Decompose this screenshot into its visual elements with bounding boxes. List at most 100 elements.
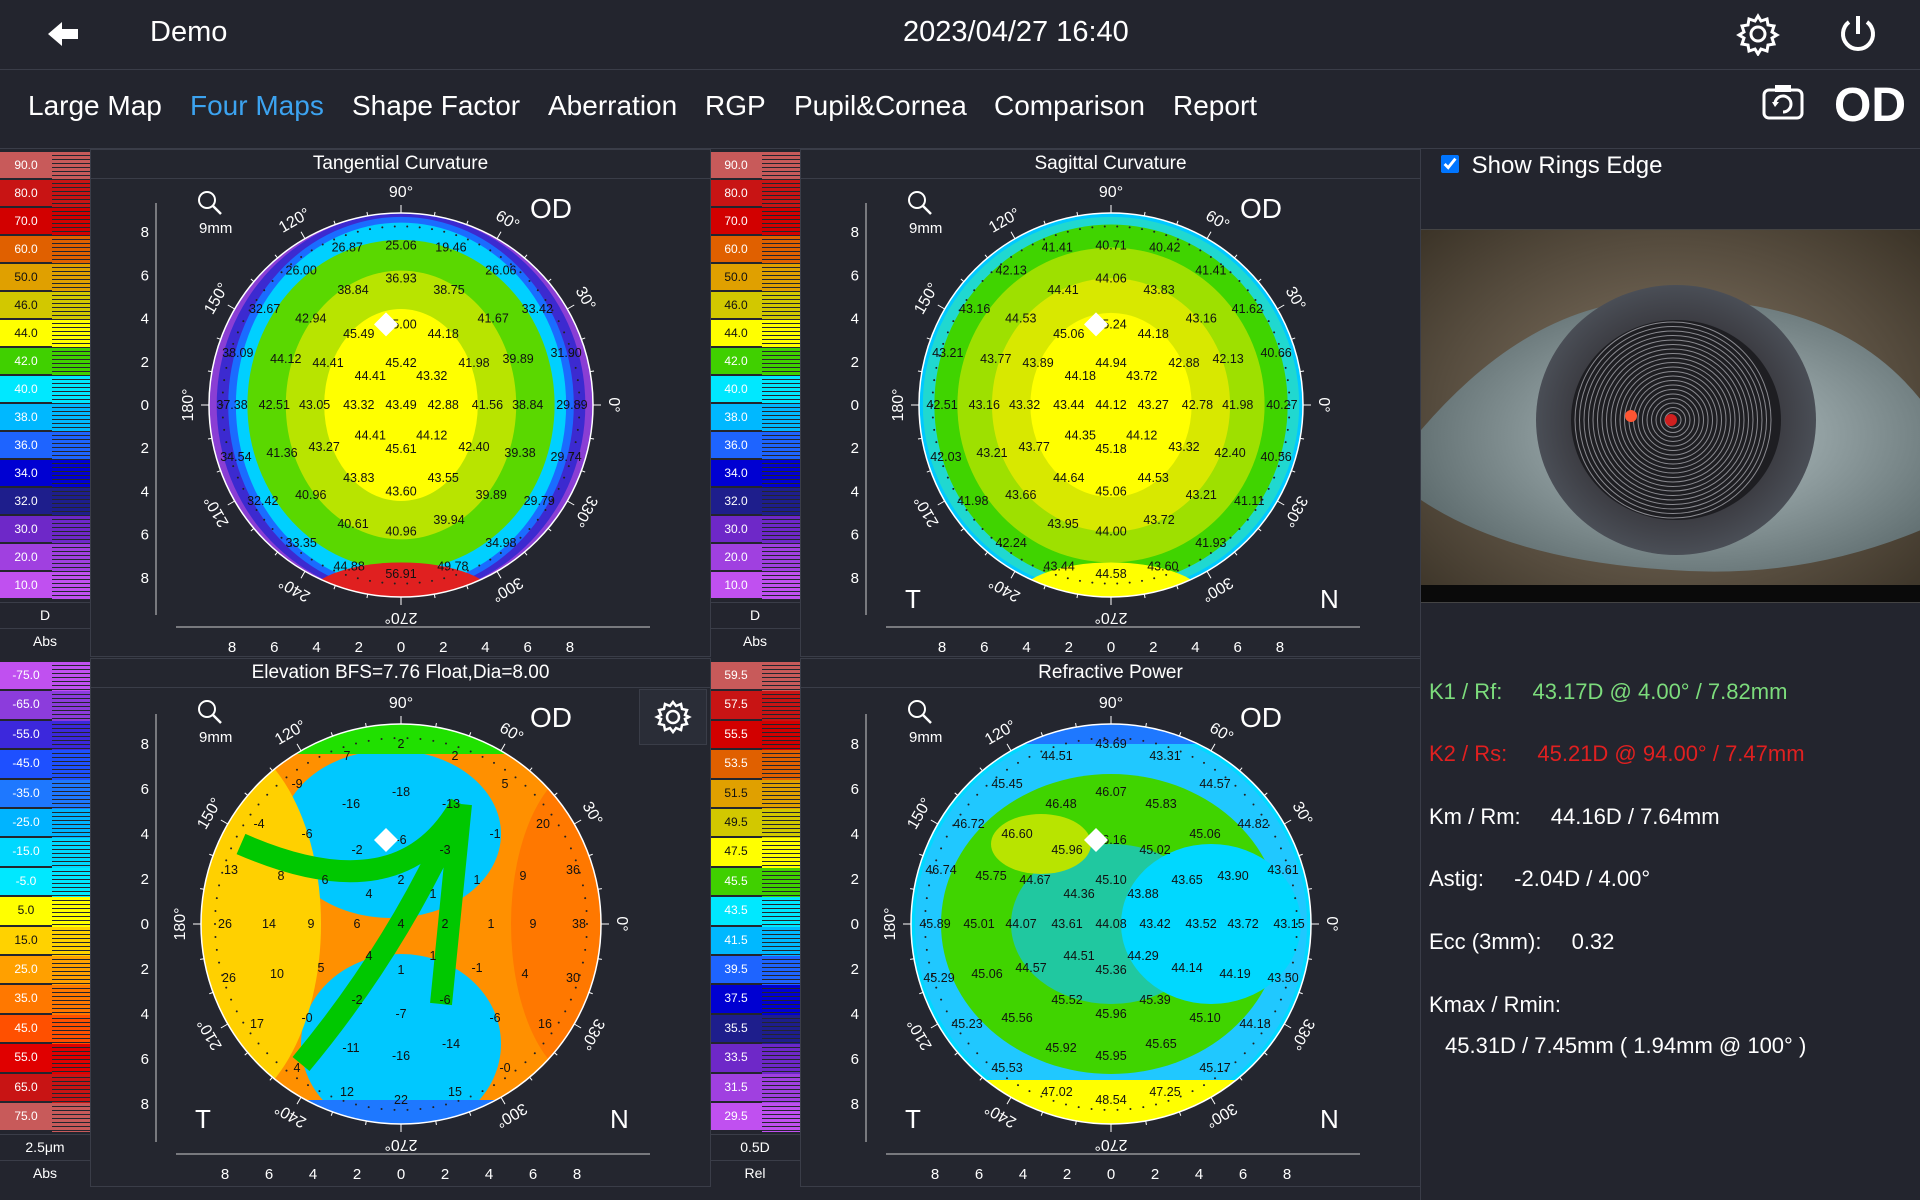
angle-tick bbox=[547, 278, 552, 282]
scale-value: 50.0 bbox=[0, 264, 52, 290]
ring-edge-dot bbox=[1040, 1095, 1043, 1098]
map-value: 44.53 bbox=[1005, 312, 1036, 326]
angle-label: 300° bbox=[1199, 573, 1236, 604]
angle-tick bbox=[250, 528, 255, 532]
ring-edge-dot bbox=[1234, 784, 1237, 787]
scale-swatch bbox=[52, 926, 90, 956]
map-value: 9 bbox=[520, 869, 527, 883]
scale-swatch bbox=[52, 488, 90, 516]
ring-edge-dot bbox=[981, 528, 984, 531]
tab-shape-factor[interactable]: Shape Factor bbox=[352, 90, 521, 121]
ring-edge-dot bbox=[1267, 487, 1270, 490]
map-value: 13 bbox=[224, 863, 238, 877]
map-value: 45.23 bbox=[951, 1017, 982, 1031]
angle-tick bbox=[1291, 337, 1296, 340]
ring-edge-dot bbox=[248, 498, 251, 501]
ring-edge-dot bbox=[1260, 1032, 1263, 1035]
elevation-high-zone bbox=[511, 764, 601, 1084]
ring-edge-dot bbox=[300, 552, 303, 555]
ring-edge-dot bbox=[536, 518, 539, 521]
map-panel-tangential[interactable]: Tangential Curvature 8 6 4 2 0 2 4 6 8 8 6 4 2 0 2 4 6 8 9… bbox=[90, 149, 711, 657]
map-value: 45.56 bbox=[1001, 1011, 1032, 1025]
scale-mode[interactable]: Abs bbox=[710, 628, 800, 653]
k1-value: 43.17D @ 4.00° / 7.82mm bbox=[1532, 679, 1788, 704]
map-layer bbox=[1030, 312, 1192, 498]
ring-edge-dot bbox=[318, 755, 321, 758]
power-button[interactable] bbox=[1836, 12, 1880, 56]
scale-value: 90.0 bbox=[0, 152, 52, 178]
angle-tick bbox=[1239, 767, 1243, 772]
map-settings-button[interactable] bbox=[639, 689, 707, 745]
ring-edge-dot bbox=[942, 465, 945, 468]
angle-tick bbox=[274, 254, 278, 259]
map-value: 42.51 bbox=[259, 398, 290, 412]
y-tick-label: 4 bbox=[141, 483, 149, 500]
ring-edge-dot bbox=[1238, 528, 1241, 531]
ring-edge-dot bbox=[569, 847, 572, 850]
ring-edge-dot bbox=[236, 331, 239, 334]
checkbox[interactable] bbox=[1441, 155, 1459, 173]
ring-edge-dot bbox=[990, 271, 993, 274]
ring-edge-dot bbox=[931, 974, 934, 977]
back-button[interactable] bbox=[44, 14, 84, 54]
map-value: 42.94 bbox=[295, 312, 326, 326]
zoom-label: 9mm bbox=[909, 220, 942, 237]
ring-edge-dot bbox=[536, 289, 539, 292]
ring-edge-dot bbox=[225, 859, 228, 862]
tab-comparison[interactable]: Comparison bbox=[994, 90, 1145, 121]
ring-edge-dot bbox=[236, 476, 239, 479]
scale-mode[interactable]: Rel bbox=[710, 1160, 800, 1185]
ring-edge-dot bbox=[393, 1108, 396, 1111]
map-value: 5 bbox=[502, 777, 509, 791]
map-value: 4 bbox=[366, 887, 373, 901]
scale-swatch bbox=[52, 208, 90, 236]
ring-edge-dot bbox=[931, 391, 934, 394]
tab-large-map[interactable]: Large Map bbox=[28, 90, 162, 121]
scale-swatch bbox=[762, 292, 800, 320]
map-value: 47.25 bbox=[1149, 1085, 1180, 1099]
show-rings-checkbox[interactable]: Show Rings Edge bbox=[1441, 152, 1662, 180]
tab-rgp[interactable]: RGP bbox=[705, 90, 766, 121]
tab-aberration[interactable]: Aberration bbox=[548, 90, 678, 121]
scale-swatch bbox=[52, 264, 90, 292]
map-value: -1 bbox=[489, 827, 500, 841]
scale-mode[interactable]: Abs bbox=[0, 628, 90, 653]
scale-value: 57.5 bbox=[710, 691, 762, 719]
tab-four-maps[interactable]: Four Maps bbox=[190, 90, 324, 121]
ring-edge-dot bbox=[519, 536, 522, 539]
ring-edge-dot bbox=[990, 536, 993, 539]
tab-report[interactable]: Report bbox=[1173, 90, 1258, 121]
map-panel-refractive[interactable]: Refractive Power 8 6 4 2 0 2 4 6 8 8 6 4 2 0 2 4 6 8 90° 60… bbox=[800, 658, 1421, 1187]
map-value: 40.56 bbox=[1260, 450, 1291, 464]
scale-swatch bbox=[762, 956, 800, 986]
map-value: 43.42 bbox=[1139, 917, 1170, 931]
ring-edge-dot bbox=[1000, 263, 1003, 266]
ring-edge-dot bbox=[1153, 577, 1156, 580]
ring-edge-dot bbox=[1052, 746, 1055, 749]
ring-edge-dot bbox=[1209, 255, 1212, 258]
ring-edge-dot bbox=[925, 897, 928, 900]
ring-edge-dot bbox=[1103, 225, 1106, 228]
tab-pupil-cornea[interactable]: Pupil&Cornea bbox=[794, 90, 967, 121]
scale-swatch bbox=[762, 1044, 800, 1074]
ring-edge-dot bbox=[232, 342, 235, 345]
settings-button[interactable] bbox=[1736, 12, 1780, 57]
map-value: -18 bbox=[392, 785, 410, 799]
ring-edge-dot bbox=[945, 1010, 948, 1013]
ring-edge-dot bbox=[928, 884, 931, 887]
map-value: 20 bbox=[536, 817, 550, 831]
map-value: 43.88 bbox=[1127, 887, 1158, 901]
ring-edge-dot bbox=[1179, 1095, 1182, 1098]
ring-edge-dot bbox=[393, 582, 396, 585]
capture-button[interactable] bbox=[1760, 80, 1806, 126]
angle-tick bbox=[917, 370, 923, 373]
scale-mode[interactable]: Abs bbox=[0, 1160, 90, 1185]
ring-edge-dot bbox=[307, 761, 309, 764]
ring-edge-dot bbox=[280, 536, 283, 539]
ring-edge-dot bbox=[1091, 226, 1094, 229]
angle-tick bbox=[1145, 723, 1147, 728]
map-panel-sagittal[interactable]: Sagittal Curvature 8 6 4 2 0 2 4 6 8 8 6 4 2 0 2 4 6 8 90°… bbox=[800, 149, 1421, 657]
map-value: 43.77 bbox=[980, 352, 1011, 366]
angle-label: 330° bbox=[576, 1016, 607, 1053]
